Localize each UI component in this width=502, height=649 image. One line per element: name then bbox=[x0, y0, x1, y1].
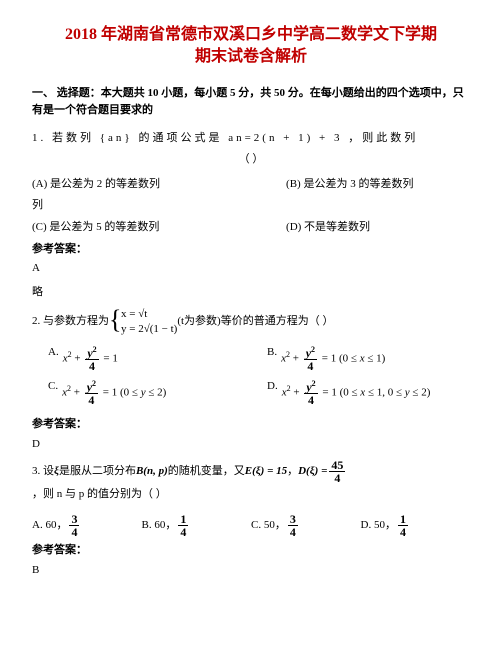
q3-optC-frac: 34 bbox=[288, 513, 298, 538]
q3-optD-frac: 14 bbox=[398, 513, 408, 538]
q1-options-row2: (C) 是公差为 5 的等差数列 (D) 不是等差数列 bbox=[32, 219, 470, 237]
title-line2: 期末试卷含解析 bbox=[195, 48, 307, 65]
q1-answer: A bbox=[32, 260, 470, 278]
q1-opt-a: (A) 是公差为 2 的等差数列 bbox=[32, 176, 286, 194]
q3-dxi-lhs: D(ξ) = bbox=[298, 461, 327, 482]
q3-optB-frac: 14 bbox=[178, 513, 188, 538]
q3-options: A. 60， 34 B. 60， 14 C. 50， 34 D. 50， 14 bbox=[32, 513, 470, 538]
question-3: 3. 设 ξ 是服从二项分布 B(n, p) 的随机变量，又 E(ξ) = 15… bbox=[32, 459, 470, 505]
section-1-header: 一、 选择题：本大题共 10 小题，每小题 5 分，共 50 分。在每小题给出的… bbox=[32, 85, 470, 120]
q1-answer-label: 参考答案： bbox=[32, 241, 470, 259]
q1-options-row1: (A) 是公差为 2 的等差数列 (B) 是公差为 3 的等差数列 bbox=[32, 176, 470, 194]
q2-optB-eq: x2 + y24 = 1 (0 ≤ x ≤ 1) bbox=[281, 346, 385, 372]
q2-param-eq: { x = √t y = 2√(1 − t) bbox=[109, 307, 177, 336]
q2-optA-eq: x2 + y24 = 1 bbox=[63, 346, 118, 372]
q2-optA-label: A. bbox=[48, 344, 59, 362]
q2-options: A. x2 + y24 = 1 B. x2 + y24 = 1 (0 ≤ x ≤… bbox=[32, 342, 470, 410]
q3-opt-a: A. 60， 34 bbox=[32, 513, 142, 538]
q2-optD-eq: x2 + y24 = 1 (0 ≤ x ≤ 1, 0 ≤ y ≤ 2) bbox=[282, 380, 431, 406]
q2-answer: D bbox=[32, 436, 470, 454]
q2-answer-label: 参考答案： bbox=[32, 416, 470, 434]
brace-icon: { bbox=[109, 307, 121, 333]
q2-opt-b: B. x2 + y24 = 1 (0 ≤ x ≤ 1) bbox=[251, 342, 470, 376]
q3-opt-c: C. 50， 34 bbox=[251, 513, 361, 538]
q3-opt-d: D. 50， 14 bbox=[361, 513, 471, 538]
q3-optA-label: A. 60， bbox=[32, 517, 67, 535]
q2-optD-label: D. bbox=[267, 378, 278, 396]
q3-opt-b: B. 60， 14 bbox=[142, 513, 252, 538]
q3-prefix-e: ，则 n 与 p 的值分别为（ ） bbox=[32, 484, 167, 505]
q3-optB-label: B. 60， bbox=[142, 517, 177, 535]
q2-prefix: 2. 与参数方程为 bbox=[32, 311, 109, 332]
q3-prefix-d: ， bbox=[287, 461, 298, 482]
q3-exi: E(ξ) = 15 bbox=[245, 461, 287, 482]
q3-optC-label: C. 50， bbox=[251, 517, 286, 535]
q1-opt-b: (B) 是公差为 3 的等差数列 bbox=[286, 176, 470, 194]
q2-suffix: 等价的普通方程为（ ） bbox=[221, 311, 334, 332]
q2-param-top: x = √t bbox=[121, 308, 147, 320]
q2-opt-a: A. x2 + y24 = 1 bbox=[32, 342, 251, 376]
q3-optA-frac: 34 bbox=[69, 513, 79, 538]
q1-opt-c: (C) 是公差为 5 的等差数列 bbox=[32, 219, 286, 237]
page-title: 2018 年湖南省常德市双溪口乡中学高二数学文下学期 期末试卷含解析 bbox=[32, 24, 470, 69]
q2-opt-c: C. x2 + y24 = 1 (0 ≤ y ≤ 2) bbox=[32, 376, 251, 410]
q3-optD-label: D. 50， bbox=[361, 517, 396, 535]
q2-opt-d: D. x2 + y24 = 1 (0 ≤ x ≤ 1, 0 ≤ y ≤ 2) bbox=[251, 376, 470, 410]
q3-answer: B bbox=[32, 562, 470, 580]
q2-param-bot: y = 2√(1 − t) bbox=[121, 323, 177, 335]
q2-param-note: (t为参数) bbox=[177, 311, 220, 332]
q2-optC-eq: x2 + y24 = 1 (0 ≤ y ≤ 2) bbox=[62, 380, 166, 406]
q1-opt-line2: 列 bbox=[32, 197, 470, 215]
q3-answer-label: 参考答案： bbox=[32, 542, 470, 560]
q3-bnp: B(n, p) bbox=[136, 461, 168, 482]
title-line1: 2018 年湖南省常德市双溪口乡中学高二数学文下学期 bbox=[65, 26, 437, 43]
q3-prefix-a: 3. 设 bbox=[32, 461, 54, 482]
question-2: 2. 与参数方程为 { x = √t y = 2√(1 − t) (t为参数) … bbox=[32, 307, 470, 336]
question-1: 1. 若数列 {an} 的通项公式是 an=2(n + 1) + 3 ，则此数列… bbox=[32, 128, 470, 170]
q1-text: 1. 若数列 {an} 的通项公式是 an=2(n + 1) + 3 ，则此数列 bbox=[32, 132, 418, 144]
q1-paren: （ ） bbox=[32, 149, 470, 170]
q2-optB-label: B. bbox=[267, 344, 277, 362]
q3-dxi-frac: 454 bbox=[329, 459, 345, 484]
q1-opt-d: (D) 不是等差数列 bbox=[286, 219, 470, 237]
q3-prefix-b: 是服从二项分布 bbox=[59, 461, 136, 482]
q2-optC-label: C. bbox=[48, 378, 58, 396]
q3-prefix-c: 的随机变量，又 bbox=[168, 461, 245, 482]
q1-note: 略 bbox=[32, 284, 470, 302]
